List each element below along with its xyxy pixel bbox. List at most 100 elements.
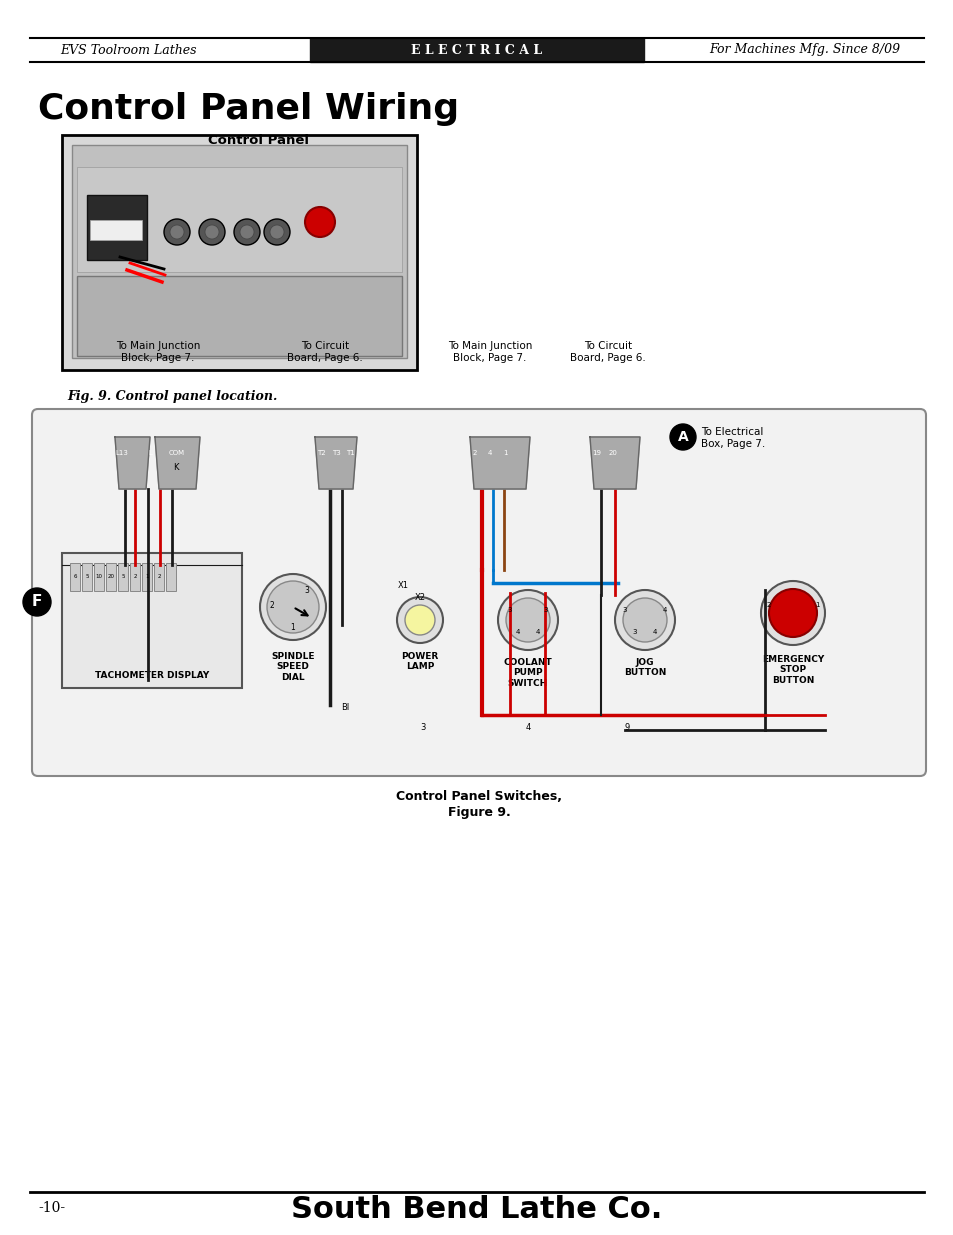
- Text: EMERGENCY
STOP
BUTTON: EMERGENCY STOP BUTTON: [761, 655, 823, 684]
- Bar: [166, 563, 175, 592]
- Text: 2: 2: [157, 574, 161, 579]
- Text: 3: 3: [622, 606, 626, 613]
- Circle shape: [23, 588, 51, 616]
- Bar: [82, 563, 91, 592]
- Text: EVS Toolroom Lathes: EVS Toolroom Lathes: [60, 43, 196, 57]
- Text: To Circuit
Board, Page 6.: To Circuit Board, Page 6.: [287, 341, 362, 363]
- Bar: [142, 563, 152, 592]
- Text: 4: 4: [525, 724, 530, 732]
- Circle shape: [264, 219, 290, 245]
- Text: Figure 9.: Figure 9.: [447, 806, 510, 819]
- Text: X1: X1: [397, 580, 408, 589]
- Polygon shape: [314, 437, 356, 489]
- Text: To Circuit
Board, Page 6.: To Circuit Board, Page 6.: [570, 341, 645, 363]
- Circle shape: [669, 424, 696, 450]
- Bar: [130, 563, 140, 592]
- Circle shape: [615, 590, 675, 650]
- Bar: [62, 135, 416, 370]
- Text: Control Panel Switches,: Control Panel Switches,: [395, 790, 561, 803]
- Circle shape: [497, 590, 558, 650]
- Text: Control Panel Wiring: Control Panel Wiring: [38, 91, 458, 126]
- Text: POWER
LAMP: POWER LAMP: [401, 652, 438, 672]
- Circle shape: [505, 598, 550, 642]
- Text: 3: 3: [507, 606, 512, 613]
- Text: 4: 4: [652, 629, 657, 635]
- Circle shape: [267, 580, 318, 634]
- Bar: [77, 275, 401, 356]
- Circle shape: [396, 597, 442, 643]
- Text: 4: 4: [662, 606, 666, 613]
- Circle shape: [305, 207, 335, 237]
- Bar: [310, 38, 643, 62]
- Circle shape: [768, 589, 816, 637]
- Text: 5: 5: [121, 574, 125, 579]
- Text: SPINDLE
SPEED
DIAL: SPINDLE SPEED DIAL: [271, 652, 314, 682]
- Text: COOLANT
PUMP
SWITCH: COOLANT PUMP SWITCH: [503, 658, 552, 688]
- Text: 20: 20: [108, 574, 114, 579]
- Circle shape: [170, 225, 184, 240]
- Text: South Bend Lathe Co.: South Bend Lathe Co.: [291, 1195, 662, 1224]
- Text: 1: 1: [814, 601, 819, 608]
- Text: JOG
BUTTON: JOG BUTTON: [623, 658, 665, 678]
- Text: -10-: -10-: [38, 1200, 65, 1215]
- Text: F: F: [31, 594, 42, 610]
- Circle shape: [164, 219, 190, 245]
- Text: 5: 5: [85, 574, 89, 579]
- Text: 4: 4: [487, 450, 492, 456]
- Text: 3: 3: [632, 629, 637, 635]
- Text: 20: 20: [608, 450, 617, 456]
- Circle shape: [233, 219, 260, 245]
- Text: 1: 1: [145, 574, 149, 579]
- Text: TACHOMETER DISPLAY: TACHOMETER DISPLAY: [94, 672, 209, 680]
- Text: 2: 2: [473, 450, 476, 456]
- Bar: [62, 553, 242, 688]
- Polygon shape: [115, 437, 150, 489]
- Text: COM: COM: [169, 450, 185, 456]
- Polygon shape: [470, 437, 530, 489]
- Text: E L E C T R I C A L: E L E C T R I C A L: [411, 43, 542, 57]
- Text: 6: 6: [73, 574, 76, 579]
- Text: A: A: [677, 430, 688, 445]
- Text: X2: X2: [414, 593, 425, 601]
- Text: Bl: Bl: [340, 703, 349, 711]
- Text: 19: 19: [592, 450, 601, 456]
- Circle shape: [240, 225, 253, 240]
- Circle shape: [205, 225, 219, 240]
- Text: To Main Junction
Block, Page 7.: To Main Junction Block, Page 7.: [447, 341, 532, 363]
- Text: 1: 1: [291, 624, 295, 632]
- Bar: [77, 167, 401, 272]
- Text: 1: 1: [502, 450, 507, 456]
- Text: To Electrical
Box, Page 7.: To Electrical Box, Page 7.: [700, 427, 764, 448]
- Text: 2: 2: [766, 601, 770, 608]
- Text: 3: 3: [304, 587, 309, 595]
- Bar: [90, 220, 142, 240]
- Text: 4: 4: [536, 629, 539, 635]
- Text: 3: 3: [420, 724, 425, 732]
- Bar: [153, 563, 164, 592]
- Text: 9: 9: [623, 724, 629, 732]
- Text: 2: 2: [133, 574, 136, 579]
- Text: 10: 10: [95, 574, 102, 579]
- Bar: [106, 563, 116, 592]
- Polygon shape: [589, 437, 639, 489]
- Bar: [70, 563, 80, 592]
- Text: Fig. 9. Control panel location.: Fig. 9. Control panel location.: [67, 390, 277, 403]
- Text: K: K: [173, 462, 178, 472]
- FancyBboxPatch shape: [32, 409, 925, 776]
- Circle shape: [270, 225, 284, 240]
- Text: T1: T1: [345, 450, 354, 456]
- Circle shape: [405, 605, 435, 635]
- Text: T3: T3: [332, 450, 340, 456]
- Bar: [71, 144, 407, 358]
- Circle shape: [260, 574, 326, 640]
- Text: L: L: [148, 450, 152, 456]
- Text: For Machines Mfg. Since 8/09: For Machines Mfg. Since 8/09: [708, 43, 899, 57]
- Text: T2: T2: [316, 450, 325, 456]
- Text: L13: L13: [115, 450, 129, 456]
- Bar: [118, 563, 128, 592]
- Circle shape: [622, 598, 666, 642]
- Circle shape: [199, 219, 225, 245]
- Circle shape: [760, 580, 824, 645]
- Text: 3: 3: [543, 606, 548, 613]
- Bar: [94, 563, 104, 592]
